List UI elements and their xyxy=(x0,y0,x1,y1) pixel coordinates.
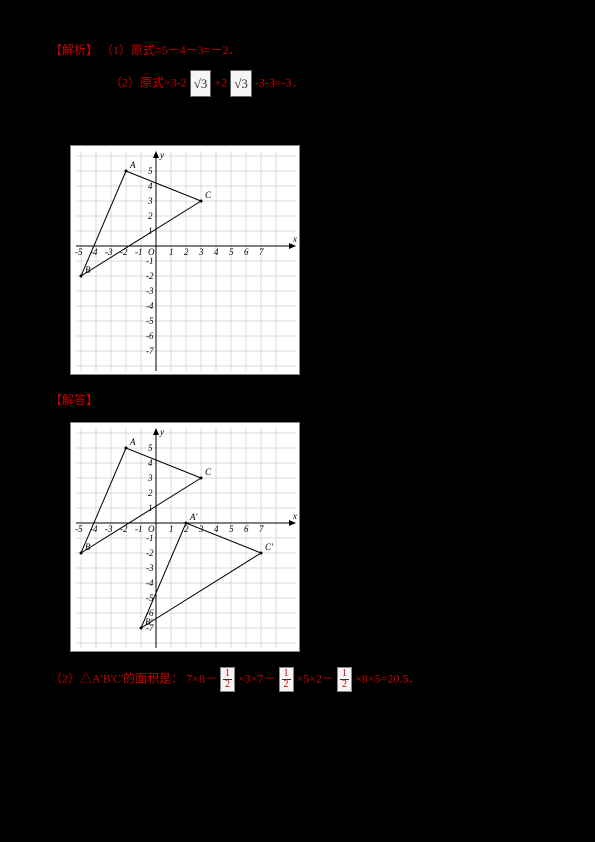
answer-label: 【解答】 xyxy=(50,390,545,412)
svg-text:4: 4 xyxy=(214,524,219,534)
eq2-prefix: （2）原式=3-2 xyxy=(110,75,187,89)
svg-text:O: O xyxy=(148,247,155,257)
expr-p0: 7×8－ xyxy=(186,671,217,685)
svg-text:y: y xyxy=(159,150,164,160)
svg-text:5: 5 xyxy=(148,166,153,176)
svg-text:-3: -3 xyxy=(105,524,113,534)
expr-p2: ×5×2－ xyxy=(297,671,335,685)
svg-text:-1: -1 xyxy=(135,247,143,257)
svg-text:-3: -3 xyxy=(146,286,154,296)
svg-text:C': C' xyxy=(265,542,274,552)
svg-text:x: x xyxy=(292,511,297,521)
svg-text:2: 2 xyxy=(184,247,189,257)
svg-text:-2: -2 xyxy=(146,548,154,558)
coordinate-graph-2: 1234567-1-2-3-4-512345-1-2-3-4-5-6-7OxyA… xyxy=(70,422,300,652)
svg-text:-5: -5 xyxy=(75,524,83,534)
fraction-half: 12 xyxy=(337,667,352,692)
area-prefix: （2）△A'B'C'的面积是： xyxy=(50,671,183,685)
svg-text:C: C xyxy=(205,190,212,200)
svg-text:1: 1 xyxy=(148,503,153,513)
expr-p1: ×3×7－ xyxy=(238,671,276,685)
analysis-line-2: （2）原式=3-2 √3 +2 √3 -3-3=-3． xyxy=(50,70,545,97)
svg-text:2: 2 xyxy=(148,211,153,221)
svg-text:3: 3 xyxy=(147,196,153,206)
svg-text:x: x xyxy=(292,234,297,244)
svg-text:-2: -2 xyxy=(120,247,128,257)
svg-text:A': A' xyxy=(189,512,198,522)
svg-text:5: 5 xyxy=(148,443,153,453)
svg-text:B: B xyxy=(85,265,91,275)
eq2-suffix: -3-3=-3． xyxy=(255,75,304,89)
svg-text:4: 4 xyxy=(214,247,219,257)
sqrt-icon: √3 xyxy=(230,70,252,97)
svg-text:O: O xyxy=(148,524,155,534)
svg-text:B': B' xyxy=(145,617,153,627)
coordinate-graph-1: 1234567-1-2-3-4-512345-1-2-3-4-5-6-7OxyA… xyxy=(70,145,300,375)
svg-text:A: A xyxy=(129,437,136,447)
svg-text:B: B xyxy=(85,542,91,552)
svg-text:C: C xyxy=(205,467,212,477)
svg-text:4: 4 xyxy=(148,458,153,468)
svg-text:-4: -4 xyxy=(146,301,154,311)
svg-text:-6: -6 xyxy=(146,331,154,341)
fraction-half: 12 xyxy=(220,667,235,692)
eq2-mid: +2 xyxy=(214,75,227,89)
svg-text:y: y xyxy=(159,427,164,437)
svg-text:-7: -7 xyxy=(146,346,154,356)
svg-text:3: 3 xyxy=(147,473,153,483)
svg-text:-3: -3 xyxy=(146,563,154,573)
svg-text:6: 6 xyxy=(244,524,249,534)
sqrt-icon: √3 xyxy=(190,70,212,97)
analysis-eq1: （1）原式=5－4－3=－2． xyxy=(101,43,241,57)
svg-text:6: 6 xyxy=(244,247,249,257)
svg-text:-5: -5 xyxy=(146,316,154,326)
svg-text:A: A xyxy=(129,160,136,170)
svg-text:1: 1 xyxy=(169,247,174,257)
svg-text:5: 5 xyxy=(229,247,234,257)
svg-text:1: 1 xyxy=(148,226,153,236)
svg-text:-1: -1 xyxy=(146,256,154,266)
svg-text:-2: -2 xyxy=(146,271,154,281)
svg-text:-3: -3 xyxy=(105,247,113,257)
analysis-line-1: 【解析】 （1）原式=5－4－3=－2． xyxy=(50,40,545,62)
area-calc-line: （2）△A'B'C'的面积是： 7×8－ 12 ×3×7－ 12 ×5×2－ 1… xyxy=(50,667,545,692)
svg-text:-1: -1 xyxy=(135,524,143,534)
svg-text:-2: -2 xyxy=(120,524,128,534)
fraction-half: 12 xyxy=(279,667,294,692)
svg-text:5: 5 xyxy=(229,524,234,534)
svg-text:2: 2 xyxy=(148,488,153,498)
svg-text:7: 7 xyxy=(259,247,264,257)
analysis-label: 【解析】 xyxy=(50,43,98,57)
svg-text:1: 1 xyxy=(169,524,174,534)
svg-text:-1: -1 xyxy=(146,533,154,543)
svg-text:-4: -4 xyxy=(146,578,154,588)
svg-text:4: 4 xyxy=(148,181,153,191)
svg-text:-5: -5 xyxy=(75,247,83,257)
svg-text:3: 3 xyxy=(198,247,204,257)
expr-p3: ×8×5=20.5． xyxy=(355,671,420,685)
svg-text:7: 7 xyxy=(259,524,264,534)
